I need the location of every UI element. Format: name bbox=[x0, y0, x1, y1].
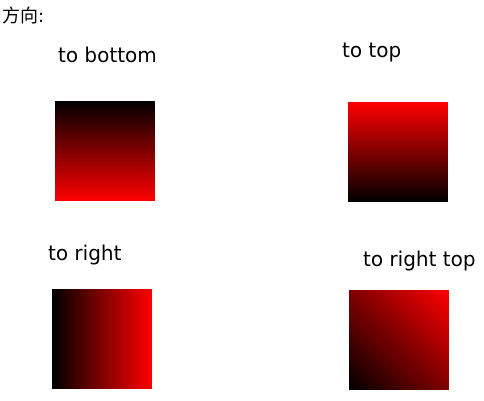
direction-heading: 方向: bbox=[2, 6, 45, 27]
gradient-swatch-to-top bbox=[348, 102, 448, 202]
label-to-top: to top bbox=[342, 38, 402, 62]
label-to-right-top: to right top bbox=[363, 247, 476, 271]
gradient-swatch-to-right-top bbox=[349, 290, 449, 390]
gradient-swatch-to-bottom bbox=[55, 101, 155, 201]
label-to-right: to right bbox=[48, 241, 122, 265]
label-to-bottom: to bottom bbox=[58, 43, 157, 67]
gradient-swatch-to-right bbox=[52, 289, 152, 389]
